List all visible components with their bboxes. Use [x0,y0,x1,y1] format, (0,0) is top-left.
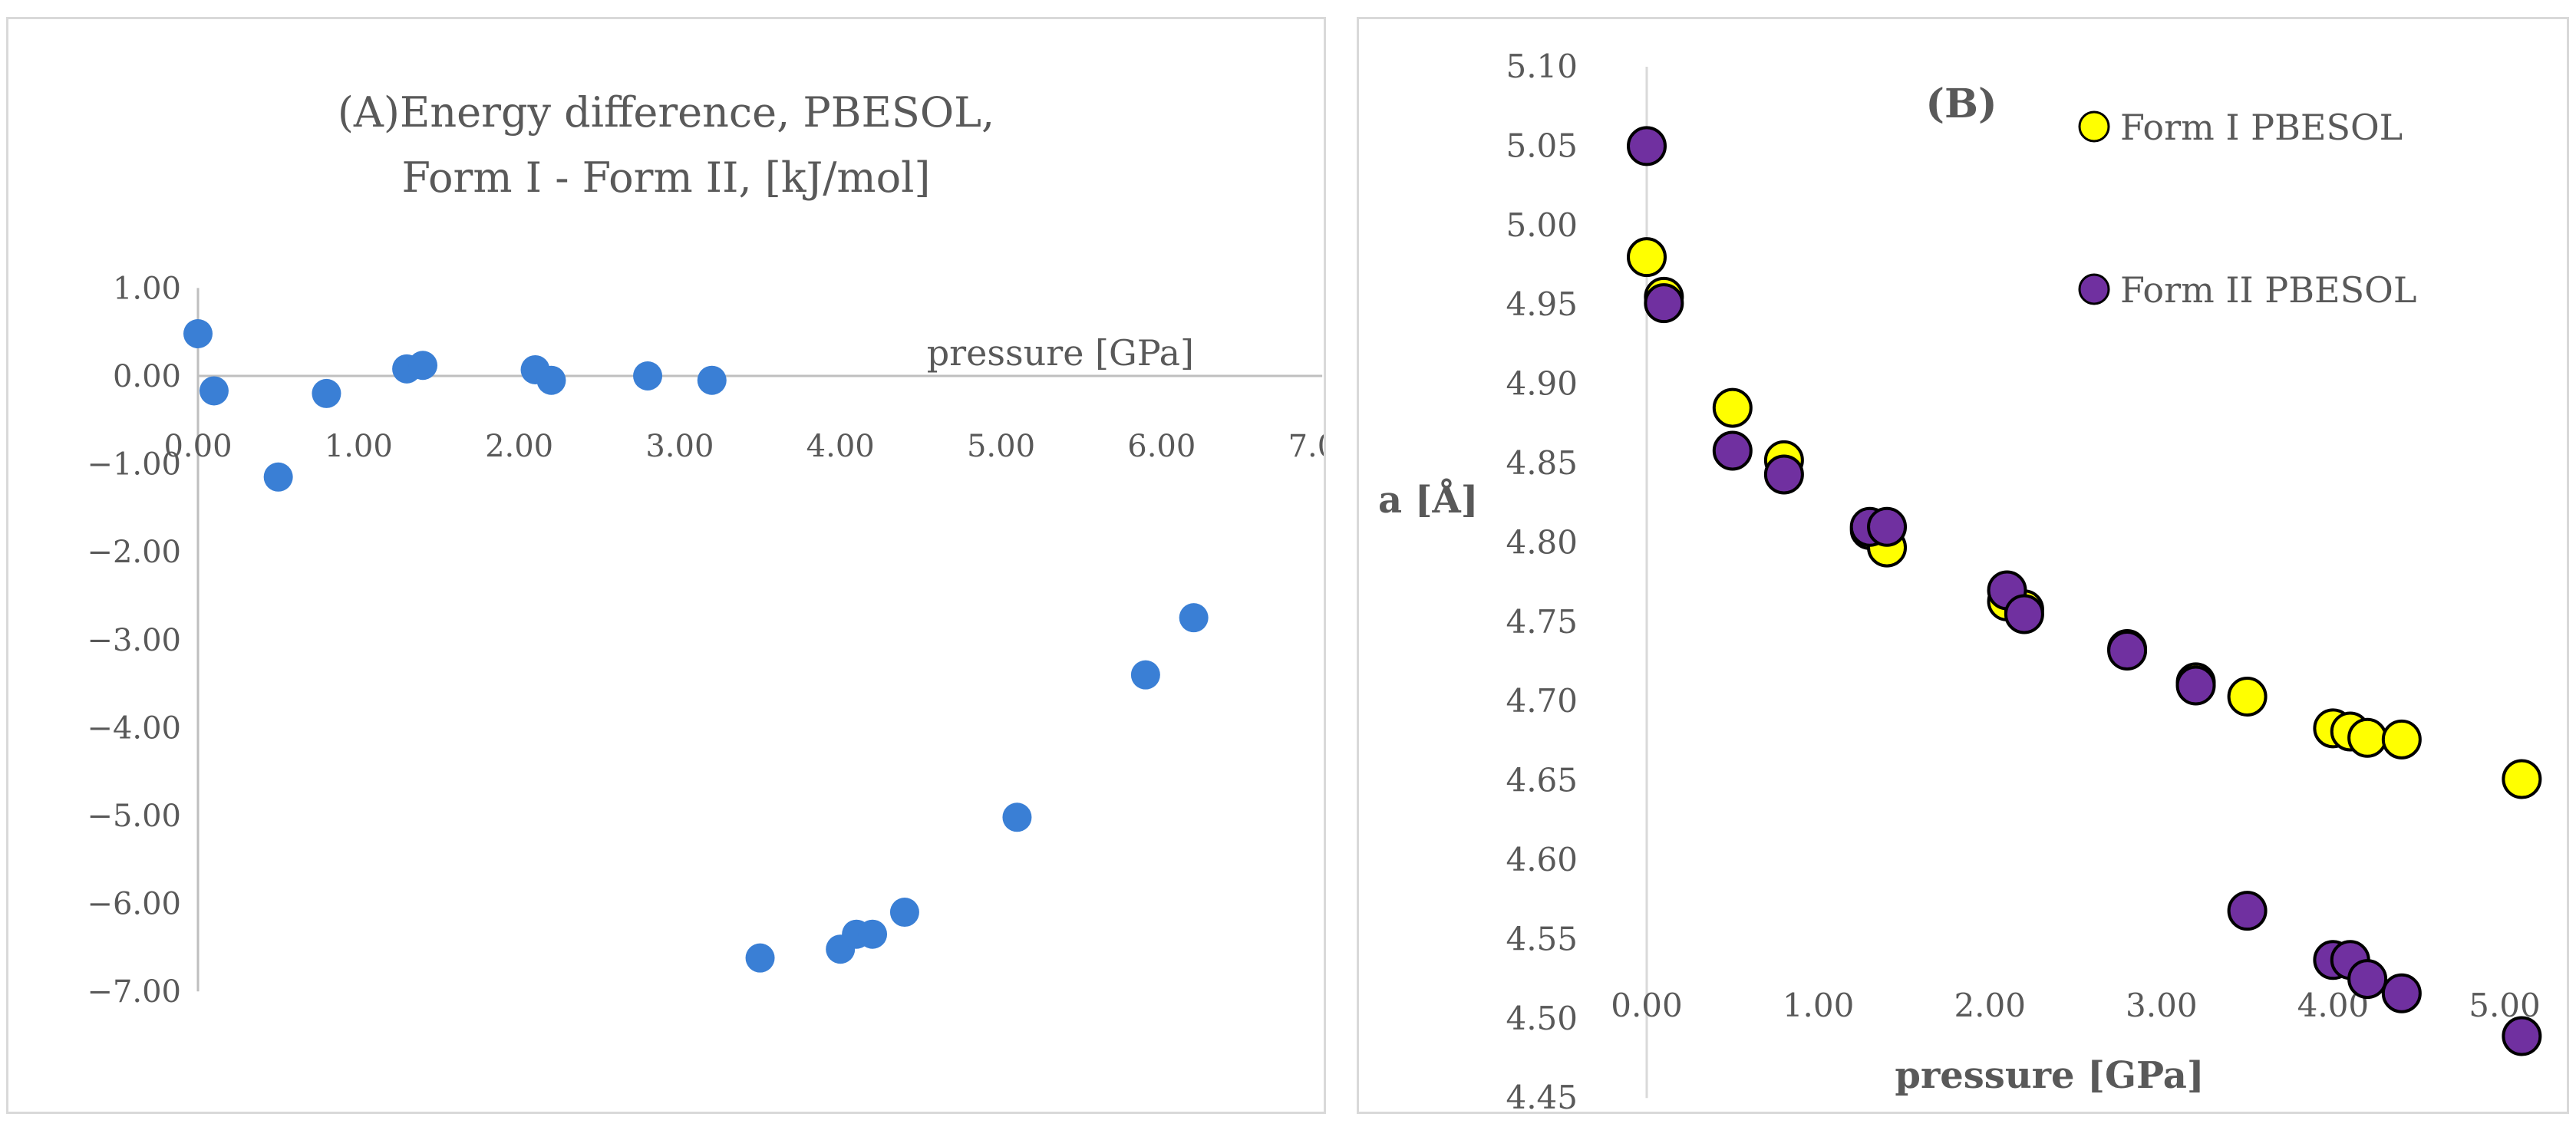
chart-a-point [199,376,229,406]
chart-b-point-form-ii [1627,126,1667,166]
chart-b-point-form-i [2227,676,2268,717]
chart-b-y-tick-label: 4.60 [1506,841,1578,878]
chart-b-y-axis-label: a [Å] [1378,478,1478,522]
chart-a-point [183,318,213,348]
chart-b-y-tick-label: 4.95 [1506,285,1578,323]
chart-a-x-tick-label: 1.00 [325,429,393,464]
chart-a-point [745,943,775,973]
chart-a-y-tick-label: −5.00 [87,799,181,834]
chart-b-point-form-i [2381,719,2422,760]
chart-b-y-tick-label: 5.05 [1506,127,1578,164]
chart-b-legend-marker [2078,110,2110,143]
chart-a-y-tick-label: −6.00 [87,887,181,922]
chart-b-y-tick-label: 4.90 [1506,365,1578,403]
chart-b-point-form-i [1712,387,1753,428]
chart-b-point-form-ii [2502,1016,2542,1056]
chart-b-x-tick-label: 1.00 [1783,987,1855,1024]
chart-b-point-form-ii [2175,665,2216,706]
chart-b-point-form-ii [2107,631,2148,671]
chart-b-legend-label: Form I PBESOL [2120,107,2403,148]
chart-b-point-form-ii [1644,283,1684,324]
chart-b-point-form-ii [2381,973,2422,1013]
chart-b-x-axis-label: pressure [GPa] [1895,1054,2204,1097]
chart-a-panel: (A)Energy difference, PBESOL, Form I - Fo… [6,17,1326,1114]
chart-a-point [858,919,888,949]
chart-a-y-tick-label: 0.00 [113,359,181,394]
chart-a-point [263,462,293,492]
chart-a-x-tick-label: 7.00 [1288,429,1324,464]
chart-a-x-tick-label: 5.00 [967,429,1035,464]
chart-b-y-tick-label: 4.75 [1506,603,1578,641]
chart-b-point-form-ii [2227,891,2268,931]
chart-b-y-tick-label: 4.55 [1506,920,1578,957]
chart-b-y-tick-label: 4.45 [1506,1079,1578,1112]
chart-b-y-tick-label: 4.65 [1506,762,1578,799]
chart-a-point [1179,603,1209,633]
chart-a-point [697,365,727,395]
chart-a-y-tick-label: −3.00 [87,623,181,658]
chart-a-point [633,361,663,390]
chart-b-point-form-ii [1867,506,1908,547]
chart-b-point-form-ii [2004,594,2044,634]
chart-a-x-tick-label: 3.00 [645,429,714,464]
chart-b-x-tick-label: 0.00 [1611,987,1683,1024]
chart-b-point-form-ii [1712,430,1753,471]
chart-a-title: (A)Energy difference, PBESOL, [338,88,994,137]
chart-a-point [889,898,919,928]
chart-a-point [536,365,566,395]
chart-a-x-tick-label: 4.00 [806,429,875,464]
chart-a-y-tick-label: −7.00 [87,974,181,1010]
chart-a-x-tick-label: 6.00 [1127,429,1196,464]
chart-a-point [312,378,341,408]
chart-a-point [1130,660,1160,690]
chart-a-subtitle: Form I - Form II, [kJ/mol] [401,153,930,202]
chart-b-y-tick-label: 4.70 [1506,682,1578,720]
chart-b-legend-marker [2078,273,2110,305]
chart-b-y-tick-label: 5.00 [1506,206,1578,244]
chart-b-point-form-ii [2347,959,2388,1000]
chart-a-x-tick-label: 2.00 [485,429,553,464]
chart-b-x-tick-label: 3.00 [2126,987,2198,1024]
chart-a-x-tick-label: 0.00 [163,429,232,464]
chart-b-legend-label: Form II PBESOL [2120,269,2416,311]
chart-b-y-tick-label: 5.10 [1506,48,1578,85]
chart-a-y-tick-label: −4.00 [87,710,181,746]
chart-b-x-tick-label: 2.00 [1954,987,2026,1024]
chart-a-point [1002,802,1032,832]
chart-b-point-form-i [2502,759,2542,799]
chart-b-y-tick-label: 4.85 [1506,444,1578,482]
chart-b-title: (B) [1925,81,1997,127]
chart-a-y-tick-label: −1.00 [87,447,181,483]
chart-a-y-tick-label: −2.00 [87,535,181,570]
chart-b-point-form-ii [1763,454,1804,495]
chart-a-svg: (A)Energy difference, PBESOL, Form I - Fo… [87,88,1324,1010]
chart-b-point-form-i [2347,717,2388,758]
chart-b-y-tick-label: 4.50 [1506,1000,1578,1037]
chart-b-y-tick-label: 4.80 [1506,523,1578,561]
chart-b-point-form-i [1627,237,1667,278]
chart-b-panel: 5.10 5.05 5.00 4.95 4.90 4.85 4.80 4.75 4.70 4.65… [1357,17,2569,1114]
chart-a-x-axis-label: pressure [GPa] [927,332,1194,374]
chart-a-point [408,351,438,381]
chart-a-y-tick-label: 1.00 [113,271,181,306]
chart-b-svg: 5.10 5.05 5.00 4.95 4.90 4.85 4.80 4.75 4.70 4.65… [1378,48,2542,1112]
